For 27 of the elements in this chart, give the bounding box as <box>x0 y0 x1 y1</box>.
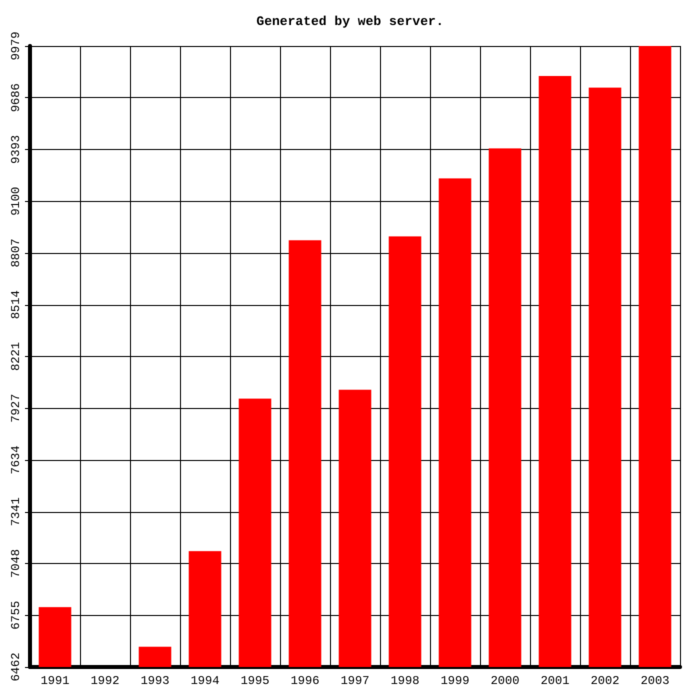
x-tick-label: 1995 <box>240 674 270 688</box>
x-tick-label: 1998 <box>390 674 420 688</box>
x-tick-label: 2003 <box>640 674 670 688</box>
y-tick-label: 7048 <box>9 549 23 578</box>
x-tick-label: 1999 <box>440 674 470 688</box>
y-tick-label: 6755 <box>9 600 23 630</box>
y-tick-label: 9393 <box>9 135 23 164</box>
y-tick-label: 8221 <box>9 342 23 371</box>
x-tick-label: 1994 <box>190 674 220 688</box>
y-tick-label: 8807 <box>9 238 23 268</box>
x-tick-label: 1996 <box>290 674 320 688</box>
x-tick-label: 1997 <box>340 674 370 688</box>
x-tick-label: 1993 <box>140 674 170 688</box>
x-tick-label: 2001 <box>540 674 570 688</box>
chart-title: Generated by web server. <box>256 14 444 29</box>
x-tick-label: 1992 <box>90 674 120 688</box>
y-tick-label: 6462 <box>9 652 23 682</box>
y-tick-label: 9979 <box>9 32 23 60</box>
x-tick-label: 1991 <box>40 674 70 688</box>
y-tick-label: 9686 <box>9 83 23 112</box>
x-tick-label: 2000 <box>490 674 520 688</box>
y-tick-label: 8514 <box>9 290 23 320</box>
y-tick-label: 7927 <box>9 394 23 423</box>
y-tick-label: 9100 <box>9 186 23 216</box>
x-tick-label: 2002 <box>590 674 620 688</box>
y-tick-label: 7634 <box>9 446 23 474</box>
y-tick-label: 7341 <box>9 497 23 526</box>
